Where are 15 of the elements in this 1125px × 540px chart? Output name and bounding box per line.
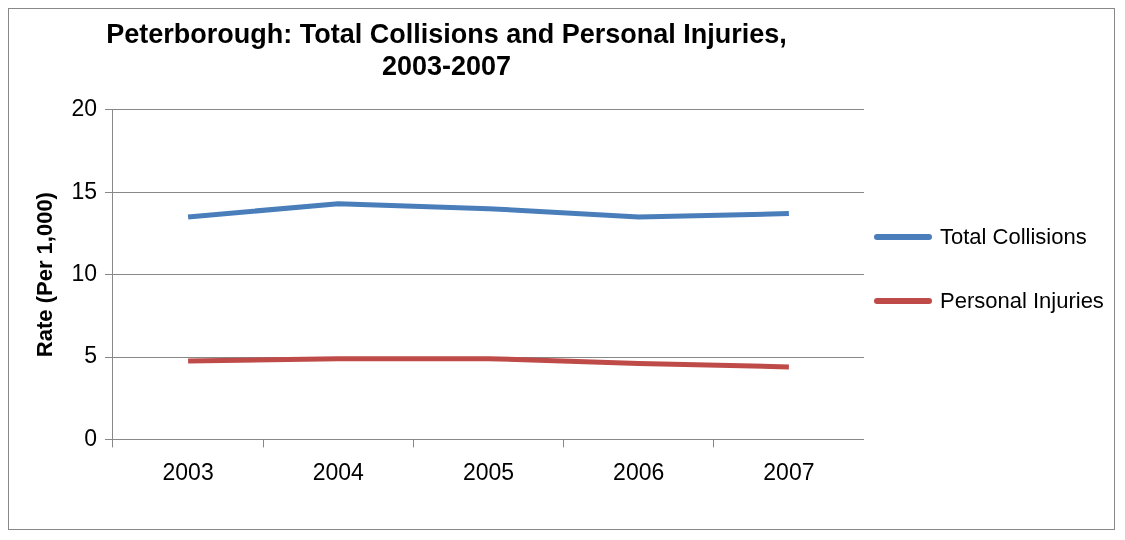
text: 2003-2007 — [381, 51, 512, 82]
legend-label: Total Collisions — [940, 224, 1087, 250]
x-tick-label: 2004 — [312, 458, 365, 485]
y-tick-label: 15 — [71, 177, 97, 204]
y-axis-title: Rate (Per 1,000) — [32, 192, 58, 358]
text: Peterborough: Total Collisions and Personal Injuries, — [106, 18, 787, 49]
legend-label: Personal Injuries — [940, 288, 1104, 314]
y-tick-label: 10 — [71, 259, 97, 286]
x-tick-label: 2007 — [763, 458, 815, 485]
x-tick-label: 2003 — [162, 458, 214, 485]
x-tick-label: 2006 — [613, 458, 665, 485]
y-tick-label: 5 — [84, 342, 97, 369]
y-tick-label: 20 — [71, 95, 97, 122]
y-tick-label: 0 — [84, 424, 97, 451]
x-tick-label: 2005 — [462, 458, 515, 485]
